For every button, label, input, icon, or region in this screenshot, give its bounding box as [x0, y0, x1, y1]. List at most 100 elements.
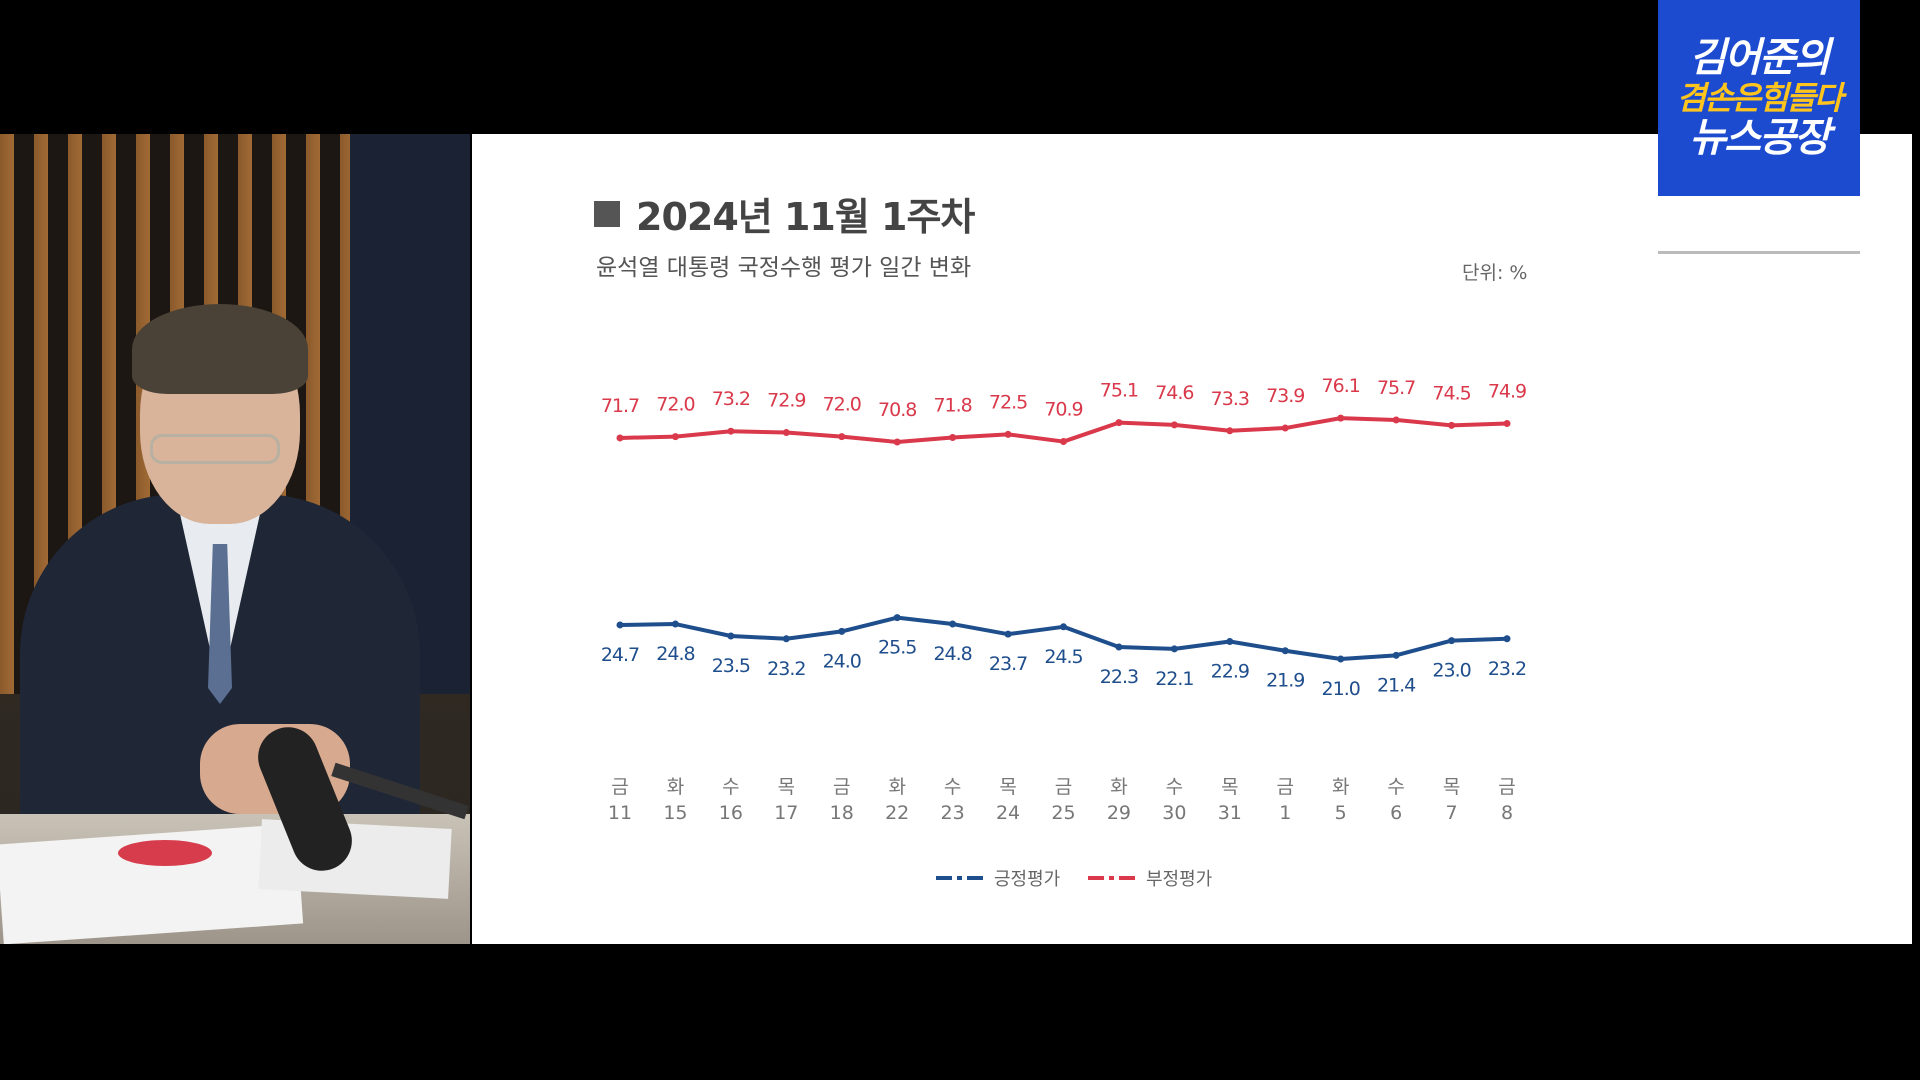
data-point-negative [1337, 414, 1345, 422]
data-point-positive [1281, 647, 1289, 655]
data-label-positive: 23.2 [767, 658, 805, 680]
data-label-positive: 23.7 [989, 653, 1027, 675]
x-tick-day: 목 [999, 776, 1016, 798]
data-label-positive: 25.5 [878, 637, 916, 659]
logo-line-1: 김어준의 [1689, 35, 1830, 81]
x-tick-date: 24 [996, 802, 1020, 824]
data-label-negative: 70.8 [878, 399, 916, 421]
desk-sticker [118, 840, 212, 866]
chart-title: 2024년 11월 1주차 [594, 186, 975, 241]
data-point-negative [1503, 420, 1511, 428]
data-point-positive [616, 621, 624, 629]
data-point-negative [838, 433, 846, 441]
x-tick-day: 금 [1498, 776, 1515, 798]
data-label-negative: 72.5 [989, 391, 1027, 413]
data-label-positive: 21.0 [1322, 678, 1360, 700]
data-label-positive: 24.8 [656, 643, 694, 665]
x-tick-date: 23 [941, 802, 965, 824]
x-tick-day: 금 [611, 776, 628, 798]
x-tick-day: 금 [833, 776, 850, 798]
legend-label-negative: 부정평가 [1146, 869, 1212, 890]
x-tick-day: 화 [1332, 776, 1349, 798]
data-label-negative: 75.1 [1100, 380, 1138, 402]
data-label-negative: 70.9 [1044, 399, 1082, 421]
data-point-negative [1170, 421, 1178, 429]
data-point-negative [671, 433, 679, 441]
x-tick-day: 화 [667, 776, 684, 798]
data-label-negative: 73.9 [1266, 385, 1304, 407]
x-tick-date: 18 [830, 802, 854, 824]
data-label-negative: 71.7 [601, 395, 639, 417]
data-point-negative [1060, 438, 1067, 446]
data-label-negative: 73.3 [1211, 388, 1249, 410]
data-point-positive [1060, 623, 1067, 631]
x-tick-date: 5 [1335, 802, 1347, 824]
x-tick-date: 31 [1218, 802, 1242, 824]
data-label-negative: 76.1 [1322, 375, 1360, 397]
chart-title-text: 2024년 11월 1주차 [636, 195, 975, 239]
show-logo: 김어준의 겸손은힘들다 뉴스공장 [1658, 0, 1860, 196]
data-point-positive [949, 620, 957, 628]
x-tick-date: 30 [1162, 802, 1186, 824]
data-point-positive [1392, 651, 1400, 659]
phone-number: 1877-1907 [1660, 206, 1859, 247]
presenter-glasses [150, 434, 280, 464]
data-label-positive: 24.0 [823, 650, 861, 672]
data-point-positive [1004, 630, 1012, 638]
logo-line-3: 뉴스공장 [1689, 115, 1830, 161]
x-tick-day: 수 [944, 776, 961, 798]
data-label-positive: 23.0 [1432, 660, 1470, 682]
camera-feed [0, 134, 470, 944]
data-point-positive [1115, 643, 1123, 651]
data-point-negative [1392, 416, 1400, 424]
chart-unit: 단위: % [1462, 262, 1528, 284]
chart-slide: 2024년 11월 1주차 윤석열 대통령 국정수행 평가 일간 변화 단위: … [472, 134, 1912, 944]
data-point-positive [671, 620, 679, 628]
data-label-negative: 75.7 [1377, 377, 1415, 399]
data-point-positive [1170, 645, 1178, 653]
data-label-negative: 74.9 [1488, 381, 1526, 403]
x-tick-date: 15 [663, 802, 687, 824]
data-label-positive: 24.5 [1044, 646, 1082, 668]
data-label-positive: 21.4 [1377, 674, 1416, 696]
x-tick-date: 6 [1390, 802, 1402, 824]
data-label-negative: 73.2 [712, 388, 750, 410]
data-point-negative [1115, 419, 1123, 427]
x-tick-day: 목 [1443, 776, 1460, 798]
presenter-hair [132, 304, 308, 394]
data-point-positive [782, 635, 790, 643]
presenter-tie [208, 544, 232, 704]
x-tick-day: 목 [1221, 776, 1238, 798]
x-tick-date: 7 [1446, 802, 1458, 824]
data-point-positive [1337, 655, 1345, 663]
data-label-negative: 71.8 [933, 395, 971, 417]
data-point-negative [949, 434, 957, 441]
data-label-positive: 22.9 [1211, 661, 1249, 683]
x-tick-date: 29 [1107, 802, 1131, 824]
x-tick-date: 16 [719, 802, 743, 824]
x-tick-day: 금 [1055, 776, 1072, 798]
line-chart: 24.7 24.8 23.5 23.2 24.0 25.5 24.8 23.7 24.5 22.3… [601, 375, 1527, 890]
ars-membership: ARS 멤버십 [1708, 266, 1810, 290]
data-point-negative [1281, 424, 1289, 432]
data-point-positive [1503, 635, 1511, 643]
data-label-positive: 23.5 [712, 655, 750, 677]
data-point-negative [1226, 427, 1234, 435]
data-point-positive [838, 627, 846, 635]
x-tick-date: 11 [608, 802, 632, 824]
x-tick-day: 화 [1110, 776, 1127, 798]
data-label-negative: 74.5 [1432, 382, 1470, 404]
x-tick-date: 22 [885, 802, 909, 824]
x-tick-day: 목 [778, 776, 795, 798]
logo-line-2: 겸손은힘들다 [1676, 79, 1844, 117]
data-label-positive: 21.9 [1266, 670, 1304, 692]
x-tick-day: 수 [722, 776, 739, 798]
title-square-icon [594, 200, 620, 227]
x-tick-date: 17 [774, 802, 798, 824]
data-label-negative: 72.9 [767, 390, 805, 412]
data-point-negative [727, 427, 735, 435]
data-label-positive: 24.7 [601, 644, 639, 666]
data-label-positive: 23.2 [1488, 658, 1526, 680]
data-label-positive: 22.3 [1100, 666, 1138, 688]
data-point-positive [1226, 638, 1234, 646]
